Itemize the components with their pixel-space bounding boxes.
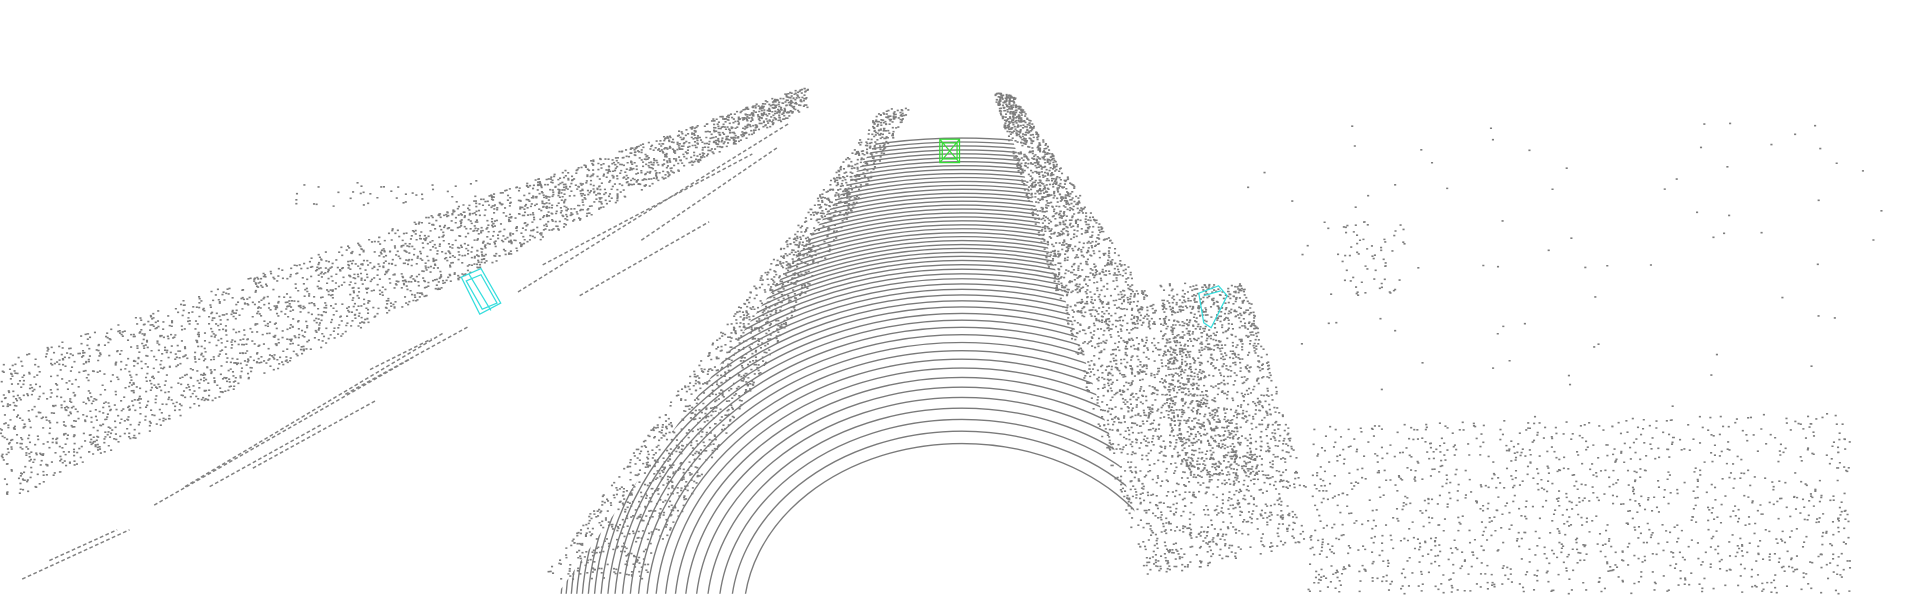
- scan-ring: [606, 312, 1162, 594]
- scan-ring: [730, 430, 1162, 594]
- scan-ring: [557, 243, 1162, 594]
- scan-ring: [557, 208, 1162, 594]
- scan-ring: [569, 278, 1162, 594]
- scan-line-segments: [21, 122, 790, 580]
- scan-segment: [21, 529, 130, 580]
- scan-segment: [252, 399, 377, 469]
- detection-box-cyclist: [1198, 285, 1228, 329]
- detection-box-vehicle: [939, 138, 961, 164]
- scan-ring: [557, 220, 1162, 594]
- scan-segment: [640, 147, 778, 241]
- scan-segment: [517, 122, 790, 293]
- scan-ring: [557, 212, 1162, 594]
- scan-segment: [542, 153, 753, 266]
- scan-ring: [557, 255, 1162, 594]
- scan-ring: [645, 349, 1162, 594]
- scan-ring: [654, 358, 1162, 594]
- scan-ring: [694, 396, 1162, 594]
- scan-ring: [564, 273, 1162, 594]
- scan-ring: [557, 235, 1162, 594]
- scan-ring: [586, 294, 1162, 594]
- scan-ring: [743, 442, 1162, 594]
- scan-segment: [344, 325, 470, 395]
- scan-ring: [557, 200, 1162, 594]
- detection-box-pedestrian: [460, 267, 502, 316]
- scan-segment: [369, 338, 432, 371]
- scan-ring: [557, 259, 1162, 594]
- scan-ring: [557, 251, 1162, 594]
- scan-ring: [557, 196, 1162, 594]
- scan-segment: [49, 529, 118, 562]
- scan-ring: [613, 319, 1162, 594]
- scan-ring: [673, 376, 1162, 594]
- scan-ring: [557, 141, 1162, 594]
- scan-ring: [575, 283, 1162, 594]
- scan-ring: [557, 157, 1162, 594]
- scan-ring: [557, 188, 1162, 594]
- scan-ring: [557, 264, 1162, 594]
- scan-ring: [557, 216, 1162, 594]
- scan-ring: [557, 137, 1162, 594]
- scan-segment: [209, 424, 322, 488]
- scan-ring: [557, 247, 1162, 594]
- scan-ring: [559, 268, 1162, 594]
- scan-ring: [557, 149, 1162, 594]
- scan-ring: [557, 232, 1162, 594]
- scan-ring: [663, 367, 1162, 594]
- scan-ring: [557, 176, 1162, 594]
- scan-ring: [557, 184, 1162, 594]
- scan-ring: [557, 172, 1162, 594]
- scan-ring: [580, 288, 1162, 594]
- scattered-points: [0, 87, 1883, 595]
- scan-ring: [557, 192, 1162, 594]
- scan-ring: [557, 204, 1162, 594]
- scan-ring: [620, 326, 1162, 594]
- scan-ring: [557, 228, 1162, 594]
- scan-segment: [579, 221, 710, 297]
- scan-ring: [683, 386, 1162, 594]
- scan-ring: [557, 180, 1162, 594]
- scan-segment: [184, 332, 445, 488]
- scan-ring: [557, 164, 1162, 594]
- scan-ring: [557, 161, 1162, 594]
- scan-ring: [557, 239, 1162, 594]
- scan-ring: [599, 306, 1162, 594]
- scan-ring: [717, 418, 1162, 594]
- scan-ring: [705, 407, 1162, 594]
- scan-ring: [636, 341, 1162, 594]
- scan-segment: [153, 356, 414, 506]
- scan-ring: [593, 300, 1162, 594]
- scan-ring: [557, 224, 1162, 594]
- scan-ring: [628, 334, 1162, 594]
- scan-ring: [557, 168, 1162, 594]
- scan-ring: [557, 153, 1162, 594]
- scan-ring: [557, 145, 1162, 594]
- ground-scan-rings: [557, 137, 1162, 594]
